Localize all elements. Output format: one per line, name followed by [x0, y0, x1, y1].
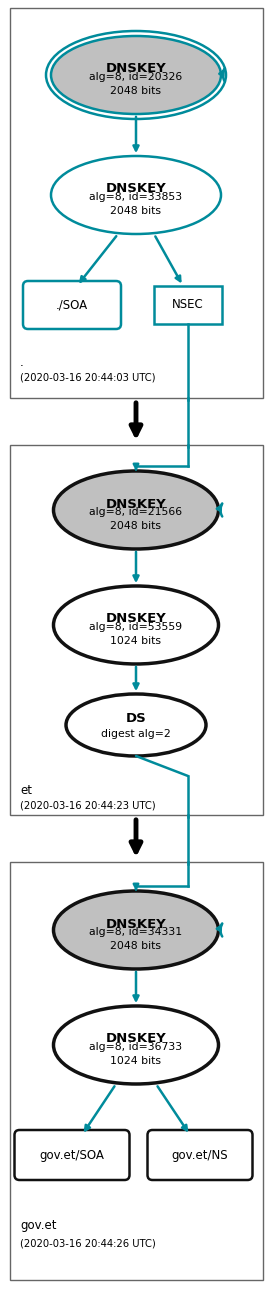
Text: DNSKEY: DNSKEY: [106, 63, 166, 76]
FancyBboxPatch shape: [23, 280, 121, 329]
Text: gov.et/NS: gov.et/NS: [172, 1149, 228, 1162]
Ellipse shape: [54, 471, 218, 549]
Text: digest alg=2: digest alg=2: [101, 729, 171, 739]
Text: DNSKEY: DNSKEY: [106, 1033, 166, 1046]
Text: alg=8, id=21566
2048 bits: alg=8, id=21566 2048 bits: [90, 507, 183, 531]
Text: gov.et: gov.et: [20, 1218, 57, 1231]
Text: (2020-03-16 20:44:03 UTC): (2020-03-16 20:44:03 UTC): [20, 373, 156, 383]
Text: (2020-03-16 20:44:26 UTC): (2020-03-16 20:44:26 UTC): [20, 1237, 156, 1248]
Text: DNSKEY: DNSKEY: [106, 498, 166, 510]
Text: NSEC: NSEC: [172, 299, 204, 312]
Text: gov.et/SOA: gov.et/SOA: [40, 1149, 105, 1162]
Text: DNSKEY: DNSKEY: [106, 613, 166, 626]
Text: alg=8, id=34331
2048 bits: alg=8, id=34331 2048 bits: [90, 927, 183, 951]
Text: alg=8, id=33853
2048 bits: alg=8, id=33853 2048 bits: [90, 192, 183, 216]
Text: et: et: [20, 784, 32, 797]
Ellipse shape: [54, 585, 218, 664]
FancyBboxPatch shape: [147, 1131, 253, 1180]
FancyBboxPatch shape: [10, 862, 263, 1281]
FancyBboxPatch shape: [154, 286, 222, 323]
Text: .: .: [20, 356, 24, 369]
Ellipse shape: [51, 156, 221, 233]
FancyBboxPatch shape: [10, 8, 263, 398]
Text: alg=8, id=20326
2048 bits: alg=8, id=20326 2048 bits: [89, 72, 183, 96]
FancyBboxPatch shape: [10, 445, 263, 815]
Text: DS: DS: [126, 712, 146, 725]
Text: DNSKEY: DNSKEY: [106, 183, 166, 196]
Text: (2020-03-16 20:44:23 UTC): (2020-03-16 20:44:23 UTC): [20, 801, 156, 811]
FancyBboxPatch shape: [14, 1131, 129, 1180]
Text: DNSKEY: DNSKEY: [106, 918, 166, 931]
Text: alg=8, id=36733
1024 bits: alg=8, id=36733 1024 bits: [90, 1042, 183, 1065]
Ellipse shape: [54, 1005, 218, 1084]
Text: alg=8, id=53559
1024 bits: alg=8, id=53559 1024 bits: [90, 622, 183, 645]
Ellipse shape: [66, 694, 206, 756]
Ellipse shape: [54, 891, 218, 969]
Text: ./SOA: ./SOA: [56, 299, 88, 312]
Ellipse shape: [51, 37, 221, 113]
